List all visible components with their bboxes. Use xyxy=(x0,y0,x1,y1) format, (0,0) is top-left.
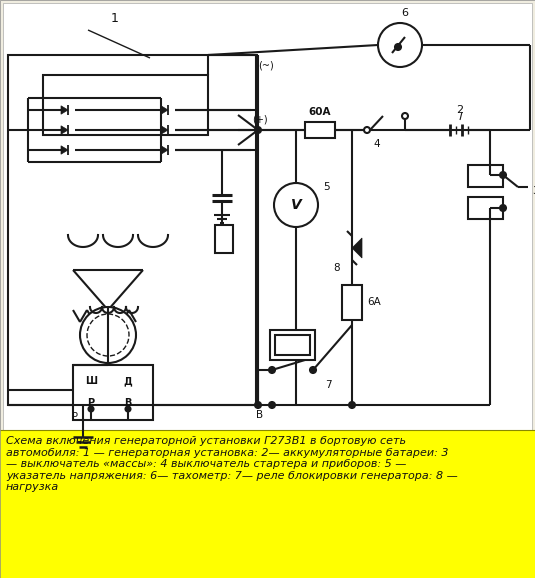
Circle shape xyxy=(500,205,506,211)
Text: 6: 6 xyxy=(401,8,409,18)
Bar xyxy=(43,75,208,135)
Bar xyxy=(0,430,535,578)
Circle shape xyxy=(274,183,318,227)
Circle shape xyxy=(255,127,261,133)
Polygon shape xyxy=(161,146,168,154)
Bar xyxy=(3,3,532,430)
Text: (+): (+) xyxy=(252,115,268,125)
Polygon shape xyxy=(61,106,68,114)
Polygon shape xyxy=(61,126,68,134)
Text: 4: 4 xyxy=(373,139,380,149)
Text: В: В xyxy=(256,410,264,420)
Text: 5: 5 xyxy=(323,182,330,192)
Polygon shape xyxy=(161,106,168,114)
Bar xyxy=(215,225,233,253)
Text: (~): (~) xyxy=(258,60,274,70)
Circle shape xyxy=(310,367,316,373)
Bar xyxy=(342,285,362,320)
Text: Р: Р xyxy=(87,398,95,408)
Text: 7: 7 xyxy=(325,380,331,390)
Circle shape xyxy=(364,127,370,133)
Text: Р: Р xyxy=(72,412,78,422)
Text: 6А: 6А xyxy=(367,297,381,307)
Bar xyxy=(468,165,503,187)
Text: Схема включения генераторной установки Г273В1 в бортовую сеть
автомобиля: 1 — ге: Схема включения генераторной установки Г… xyxy=(6,436,458,492)
Circle shape xyxy=(269,402,275,408)
Text: Д: Д xyxy=(124,376,132,386)
Circle shape xyxy=(500,172,506,178)
Text: 60А: 60А xyxy=(309,107,331,117)
Polygon shape xyxy=(352,238,362,258)
Text: 3: 3 xyxy=(532,186,535,196)
Bar xyxy=(270,330,315,360)
Circle shape xyxy=(395,44,401,50)
Bar xyxy=(305,122,335,138)
Bar xyxy=(275,335,310,355)
Text: V: V xyxy=(291,198,301,212)
Bar xyxy=(8,55,256,405)
Circle shape xyxy=(88,406,94,412)
Circle shape xyxy=(269,367,275,373)
Circle shape xyxy=(80,307,136,363)
Text: 8: 8 xyxy=(334,263,340,273)
Circle shape xyxy=(402,113,408,119)
Text: 1: 1 xyxy=(111,12,119,24)
Circle shape xyxy=(378,23,422,67)
Text: Ш: Ш xyxy=(85,376,97,386)
Circle shape xyxy=(126,406,131,412)
Bar xyxy=(73,365,153,420)
Bar xyxy=(468,197,503,219)
Circle shape xyxy=(349,402,355,408)
Text: 2: 2 xyxy=(456,105,463,115)
Polygon shape xyxy=(61,146,68,154)
Circle shape xyxy=(255,402,261,408)
Text: В: В xyxy=(124,398,132,408)
Polygon shape xyxy=(161,126,168,134)
